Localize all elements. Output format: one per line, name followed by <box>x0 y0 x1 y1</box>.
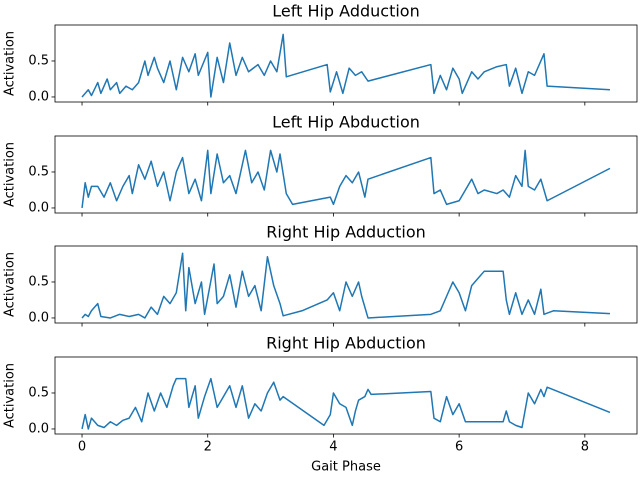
axes-frame <box>54 245 638 324</box>
data-line <box>81 377 611 430</box>
y-tick-label: 0.0 <box>28 89 49 104</box>
chart-title: Left Hip Adduction <box>272 2 419 21</box>
x-tick-label: 6 <box>455 440 463 455</box>
x-tick-label: 0 <box>78 440 86 455</box>
y-axis-label: Activation <box>3 142 18 207</box>
y-axis-label: Activation <box>3 252 18 317</box>
chart-title: Right Hip Adduction <box>266 223 426 242</box>
y-axis-label: Activation <box>3 363 18 428</box>
data-line <box>81 252 611 319</box>
axes-frame <box>54 24 638 103</box>
y-axis-label: Activation <box>3 31 18 96</box>
y-tick-label: 0.5 <box>28 164 49 179</box>
y-tick-label: 0.0 <box>28 200 49 215</box>
y-tick-label: 0.5 <box>28 53 49 68</box>
axes-frame <box>54 135 638 214</box>
chart-title: Right Hip Abduction <box>266 334 426 353</box>
y-tick-label: 0.0 <box>28 421 49 436</box>
axes-frame <box>54 356 638 435</box>
data-line <box>81 33 611 98</box>
x-axis-label: Gait Phase <box>311 460 381 475</box>
y-tick-label: 0.5 <box>28 274 49 289</box>
chart-title: Left Hip Abduction <box>272 113 420 132</box>
y-tick-label: 0.5 <box>28 385 49 400</box>
x-tick-label: 2 <box>204 440 212 455</box>
x-tick-label: 4 <box>329 440 337 455</box>
data-line <box>81 149 611 209</box>
y-tick-label: 0.0 <box>28 310 49 325</box>
x-tick-label: 8 <box>581 440 589 455</box>
